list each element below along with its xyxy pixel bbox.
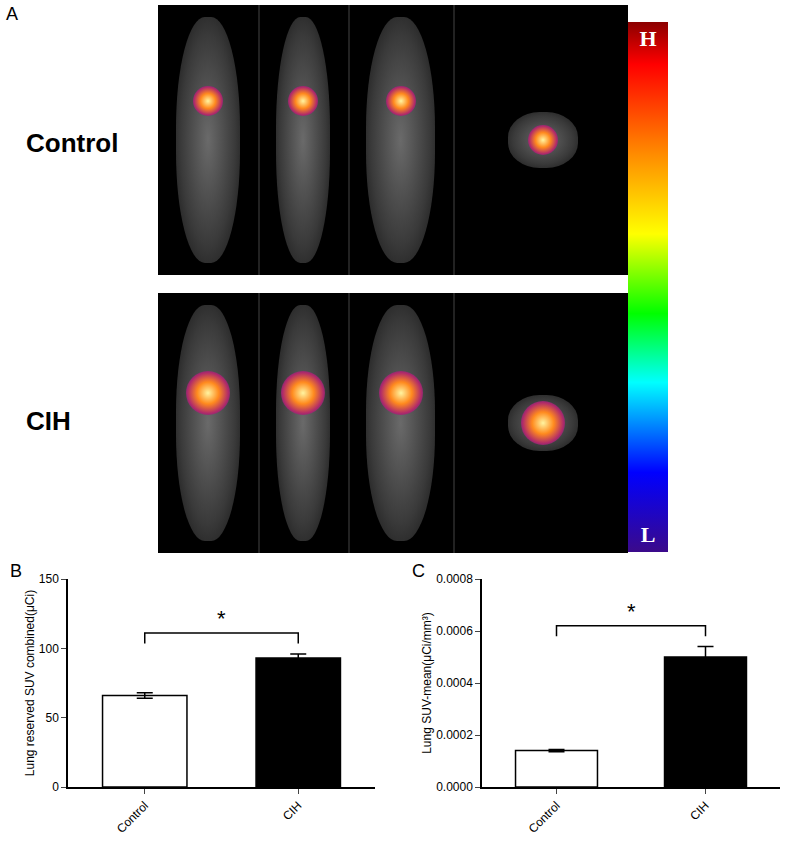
svg-text:0.0000: 0.0000 <box>436 780 473 794</box>
svg-text:*: * <box>217 606 226 631</box>
svg-text:0: 0 <box>52 780 59 794</box>
svg-text:CIH: CIH <box>280 799 305 824</box>
svg-text:*: * <box>627 599 636 624</box>
svg-text:0.0002: 0.0002 <box>436 728 473 742</box>
html-text:CIH: CIH <box>26 406 71 436</box>
svg-text:100: 100 <box>39 642 59 656</box>
html-text:L: L <box>640 522 656 547</box>
svg-text:0.0006: 0.0006 <box>436 624 473 638</box>
svg-text:C: C <box>412 561 425 581</box>
svg-text:B: B <box>10 561 22 581</box>
svg-text:Lung SUV-mean(μCi/mm³): Lung SUV-mean(μCi/mm³) <box>420 612 434 754</box>
svg-text:0.0004: 0.0004 <box>436 676 473 690</box>
html-text:A: A <box>6 4 18 24</box>
svg-text:50: 50 <box>45 711 59 725</box>
html-text:Control: Control <box>26 128 119 158</box>
svg-text:Control: Control <box>526 799 563 836</box>
svg-text:CIH: CIH <box>687 799 712 824</box>
svg-text:Lung reserved SUV combined(μCi: Lung reserved SUV combined(μCi) <box>23 590 37 776</box>
svg-text:0.0008: 0.0008 <box>436 572 473 586</box>
svg-text:Control: Control <box>114 799 151 836</box>
html-text:H: H <box>639 26 657 51</box>
svg-text:150: 150 <box>39 572 59 586</box>
